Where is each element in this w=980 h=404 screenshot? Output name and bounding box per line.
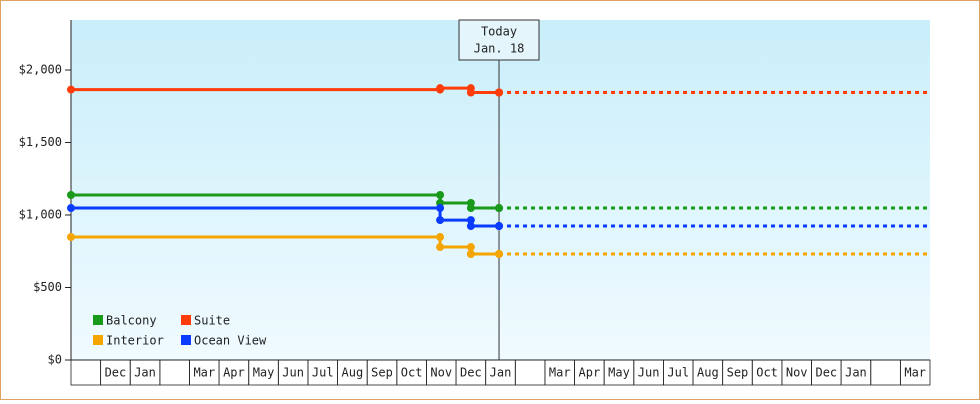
x-tick-label: Aug [697,366,719,380]
x-tick-label: Dec [815,366,837,380]
x-tick-label: Jun [282,366,304,380]
y-tick-label: $500 [33,280,62,294]
x-tick-label: Dec [460,366,482,380]
today-box [458,19,540,61]
point [495,250,504,259]
x-tick-label: Oct [756,366,778,380]
x-tick-label: Sep [371,366,393,380]
legend-label: Balcony [106,314,157,328]
step-corner [466,216,475,225]
legend-label: Suite [194,314,230,328]
x-tick-label: Mar [904,366,926,380]
legend-label: Interior [106,334,164,348]
step-corner [436,191,445,200]
x-tick-label: May [608,366,630,380]
plot-area [71,20,930,360]
legend-swatch [93,335,103,345]
legend-swatch [181,315,191,325]
x-tick-label: Jun [638,366,660,380]
y-tick-label: $1,000 [19,208,62,222]
x-tick-label: Sep [727,366,749,380]
point [67,85,75,94]
x-tick-label: Jan [490,366,512,380]
x-tick-label: Mar [549,366,571,380]
x-tick-label: Jan [134,366,156,380]
y-tick-label: $0 [48,353,62,367]
point [495,88,504,97]
legend-swatch [93,315,103,325]
step-corner [466,243,475,252]
month-cell [899,359,931,386]
point [67,204,75,213]
point [436,216,445,225]
x-tick-label: Jul [667,366,689,380]
point [466,222,475,231]
y-tick-label: $1,500 [19,135,62,149]
x-tick-label: Aug [342,366,364,380]
legend-label: Ocean View [194,334,267,348]
point [466,204,475,213]
today-date: Jan. 18 [474,42,525,56]
point [67,191,75,200]
step-corner [436,233,445,242]
y-tick-label: $2,000 [19,63,62,77]
x-tick-label: Apr [223,366,245,380]
x-tick-label: Dec [105,366,127,380]
point [436,243,445,252]
point [466,250,475,259]
x-tick-label: Jan [845,366,867,380]
point [495,222,504,231]
today-label: Today [481,25,517,39]
x-tick-label: Oct [401,366,423,380]
x-tick-label: Jul [312,366,334,380]
x-tick-label: Nov [786,366,808,380]
x-tick-label: Nov [430,366,452,380]
point [436,84,445,93]
point [466,88,475,97]
legend-swatch [181,335,191,345]
x-tick-label: Mar [193,366,215,380]
step-corner [436,204,445,213]
point [495,204,504,213]
x-tick-label: Apr [579,366,601,380]
x-tick-label: May [253,366,275,380]
point [67,233,75,242]
